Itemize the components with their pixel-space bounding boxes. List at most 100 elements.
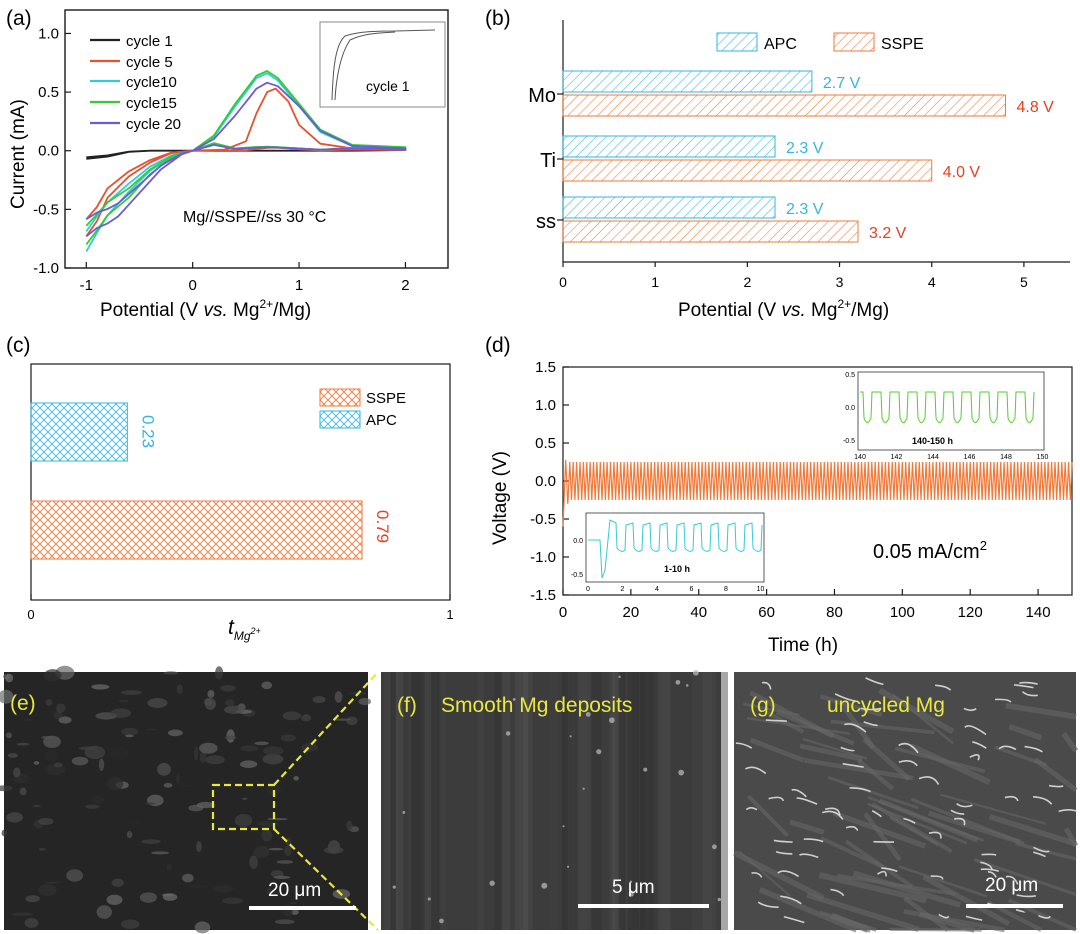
sem-texture-edge bbox=[1033, 846, 1050, 853]
sem-texture-streak bbox=[644, 672, 654, 930]
sem-texture-streak bbox=[628, 672, 639, 930]
sem-texture-edge bbox=[834, 693, 856, 702]
inset-late-y-tick-label: 0.0 bbox=[845, 405, 855, 412]
sem-texture-particle bbox=[541, 882, 548, 889]
category-label-Mo: Mo bbox=[528, 85, 556, 107]
sem-texture-speck bbox=[204, 698, 216, 710]
sem-texture-streak bbox=[631, 672, 636, 930]
sem-texture-edge bbox=[773, 839, 793, 843]
panel-c-frame bbox=[30, 363, 451, 601]
sem-texture-edge bbox=[762, 681, 772, 690]
sem-texture-particle bbox=[675, 679, 681, 685]
sem-texture-edge bbox=[757, 901, 779, 909]
panel-f-scale-label: 5 μm bbox=[612, 877, 655, 898]
sem-texture-streak bbox=[431, 672, 440, 930]
sem-texture-streak bbox=[632, 672, 646, 930]
inset-late-y-tick-label: -0.5 bbox=[843, 438, 855, 445]
panel-a-x-axis-label: Potential (V vs. Mg2+/Mg) bbox=[100, 297, 311, 321]
sem-texture-particle bbox=[685, 684, 689, 687]
sem-texture-speck bbox=[288, 902, 298, 905]
sem-texture-particle bbox=[643, 767, 648, 772]
sem-texture-speck bbox=[194, 921, 211, 934]
sem-texture-speck bbox=[199, 751, 207, 763]
panel-c-x-axis-label: tMg2+ bbox=[228, 616, 261, 643]
sem-texture-groove bbox=[1008, 723, 1043, 741]
x-tick-label: 4 bbox=[928, 274, 936, 290]
sem-texture-speck bbox=[98, 758, 105, 772]
sem-texture-speck bbox=[110, 708, 132, 718]
x-tick-label: 1 bbox=[446, 607, 453, 622]
sem-texture-particle bbox=[402, 810, 406, 814]
sem-texture-speck bbox=[301, 714, 312, 722]
bar-apc-Mo bbox=[562, 70, 813, 93]
sem-texture-groove bbox=[878, 798, 979, 843]
sem-texture-edge bbox=[876, 870, 887, 877]
inset-late-x-tick-label: 150 bbox=[1037, 454, 1049, 461]
category-label-Ti: Ti bbox=[540, 150, 556, 172]
sem-texture-speck bbox=[241, 797, 248, 800]
sem-texture-speck bbox=[125, 734, 134, 738]
sem-texture-streak bbox=[619, 672, 636, 930]
sem-texture-speck bbox=[166, 863, 172, 871]
sem-texture-streak bbox=[625, 672, 640, 930]
bar-sspe bbox=[30, 500, 363, 560]
sem-texture-edge bbox=[938, 913, 950, 919]
sem-texture-speck bbox=[249, 855, 259, 869]
sem-texture-groove bbox=[1033, 757, 1078, 792]
sem-texture-speck bbox=[267, 817, 288, 821]
sem-texture-speck bbox=[106, 894, 123, 906]
sem-texture-speck bbox=[358, 697, 372, 706]
panel-d-inset-early: 1-10 h 0 2 4 6 8 10 0.0 -0.5 bbox=[571, 512, 764, 593]
sem-texture-groove bbox=[806, 892, 920, 932]
data-label-apc-Ti: 2.3 V bbox=[786, 140, 824, 157]
panel-c-bar-chart: (c) 0 1 0.23 0.79 SSPE APC tMg2+ bbox=[6, 334, 454, 643]
sem-texture-edge bbox=[1016, 894, 1036, 898]
sem-texture-streak bbox=[657, 672, 671, 930]
x-tick-label: 3 bbox=[836, 274, 844, 290]
sem-texture-speck bbox=[254, 741, 269, 746]
sem-texture-edge bbox=[1038, 914, 1051, 919]
sem-texture-groove bbox=[749, 737, 805, 763]
sem-texture-streak bbox=[395, 672, 404, 930]
x-tick-label: 80 bbox=[826, 604, 843, 621]
inset-late-y-tick-label: 0.5 bbox=[845, 372, 855, 379]
sem-texture-edge bbox=[1024, 745, 1043, 753]
sem-texture-edge bbox=[956, 803, 973, 808]
sem-texture-edge bbox=[963, 707, 977, 712]
sem-texture-edge bbox=[735, 742, 753, 749]
sem-texture-streak bbox=[573, 672, 579, 930]
sem-texture-streak bbox=[562, 672, 571, 930]
sem-texture-edge bbox=[751, 872, 763, 878]
sem-texture-particle bbox=[608, 717, 615, 724]
panel-f-scale-bar bbox=[578, 904, 709, 908]
bar-sspe-Mo bbox=[562, 94, 1006, 117]
sem-texture-speck bbox=[224, 735, 237, 740]
y-tick-label: 1.0 bbox=[535, 397, 556, 414]
sem-texture-speck bbox=[139, 892, 157, 903]
sem-texture-speck bbox=[145, 728, 157, 731]
panel-a-cv-chart: (a) -1 0 1 2 -1.0 -0.5 0.0 0.5 1.0 cycle 1 cycle… bbox=[6, 7, 449, 321]
x-tick-label: 2 bbox=[743, 274, 751, 290]
sem-texture-edge bbox=[780, 895, 802, 905]
sem-texture-speck bbox=[7, 753, 18, 758]
sem-texture-speck bbox=[16, 742, 30, 746]
sem-texture-speck bbox=[45, 698, 53, 706]
sem-texture-speck bbox=[118, 699, 129, 703]
sem-texture-speck bbox=[91, 684, 110, 690]
sem-texture-groove bbox=[898, 865, 988, 898]
sem-texture-streak bbox=[528, 672, 534, 930]
sem-texture-speck bbox=[262, 753, 284, 765]
inset-late-series-line bbox=[860, 391, 1035, 424]
sem-texture-streak bbox=[424, 672, 429, 930]
sem-texture-groove bbox=[1061, 731, 1079, 753]
sem-texture-edge bbox=[745, 806, 758, 811]
inset-late-x-tick-label: 140 bbox=[854, 454, 866, 461]
sem-texture-groove bbox=[819, 694, 883, 718]
sem-texture-groove bbox=[827, 776, 919, 810]
sem-texture-streak bbox=[479, 672, 486, 930]
sem-texture-speck bbox=[240, 745, 259, 752]
sem-texture-speck bbox=[176, 684, 183, 694]
panel-d-inset-late: 140-150 h 140 142 144 146 148 150 0.5 0.0 -0.5 bbox=[843, 371, 1049, 461]
panel-b-bar-chart: (b) 0 1 2 3 4 5 Mo Ti ss 2.7 V 4.8 V 2.3 V 4.0 V 2.3… bbox=[485, 7, 1070, 321]
sem-texture-edge bbox=[903, 817, 916, 824]
